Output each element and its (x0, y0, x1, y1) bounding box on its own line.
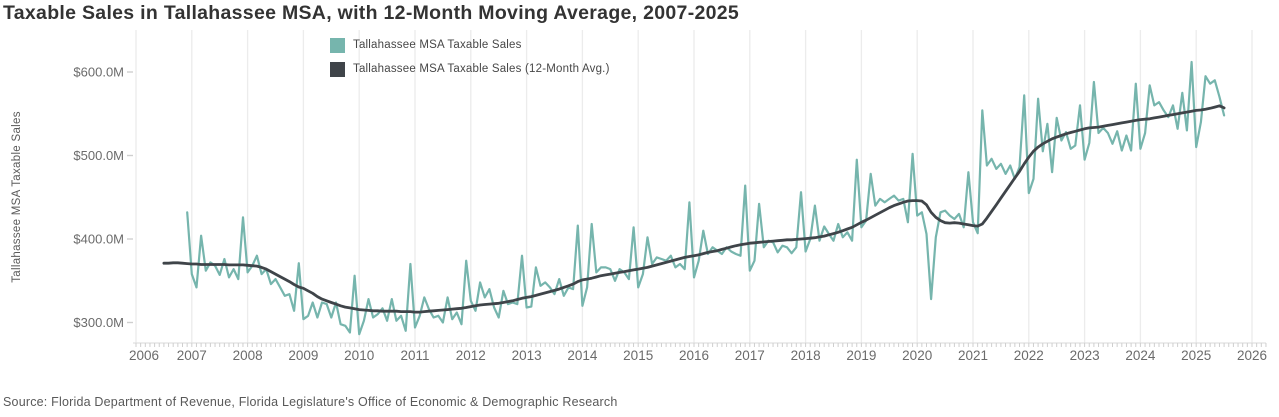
series-layer (162, 60, 1226, 336)
axis-label-layer: $600.0M $500.0M $400.0M $300.0M 2006 2007 2008… (73, 65, 1267, 364)
x-tick-label: 2014 (567, 348, 598, 363)
y-tick-label: $400.0M (73, 232, 124, 247)
source-note: Source: Florida Department of Revenue, F… (3, 395, 618, 409)
x-tick-label: 2017 (735, 348, 765, 363)
moving-average-line (162, 104, 1226, 314)
legend-item-average: Tallahassee MSA Taxable Sales (12-Month … (330, 61, 610, 77)
x-tick-label: 2026 (1237, 348, 1267, 363)
legend-item-monthly: Tallahassee MSA Taxable Sales (330, 37, 610, 53)
x-tick-label: 2009 (288, 348, 318, 363)
grid-layer (127, 30, 1267, 347)
x-tick-label: 2012 (456, 348, 486, 363)
x-tick-label: 2006 (129, 348, 159, 363)
monthly-sales-line (186, 60, 1226, 336)
x-tick-label: 2016 (679, 348, 709, 363)
average-series-swatch-icon (330, 61, 345, 77)
x-tick-label: 2007 (177, 348, 207, 363)
chart-title: Taxable Sales in Tallahassee MSA, with 1… (3, 2, 740, 24)
monthly-series-swatch-icon (330, 37, 345, 53)
y-tick-label: $300.0M (73, 315, 124, 330)
x-tick-label: 2020 (902, 348, 932, 363)
x-tick-label: 2022 (1014, 348, 1044, 363)
y-tick-label: $600.0M (73, 65, 124, 80)
legend-label-average: Tallahassee MSA Taxable Sales (12-Month … (353, 63, 610, 75)
x-tick-label: 2021 (958, 348, 988, 363)
x-tick-label: 2008 (233, 348, 263, 363)
x-tick-label: 2011 (400, 348, 429, 363)
x-tick-label: 2015 (623, 348, 653, 363)
x-tick-label: 2013 (512, 348, 542, 363)
legend: Tallahassee MSA Taxable Sales Tallahasse… (330, 37, 610, 85)
x-tick-label: 2023 (1070, 348, 1100, 363)
legend-label-monthly: Tallahassee MSA Taxable Sales (353, 39, 522, 51)
x-tick-label: 2019 (846, 348, 876, 363)
x-tick-label: 2024 (1125, 348, 1156, 363)
y-axis-title: Tallahassee MSA Taxable Sales (11, 111, 23, 283)
y-tick-label: $500.0M (73, 148, 124, 163)
x-tick-label: 2010 (344, 348, 374, 363)
x-tick-label: 2025 (1181, 348, 1211, 363)
x-tick-label: 2018 (791, 348, 821, 363)
